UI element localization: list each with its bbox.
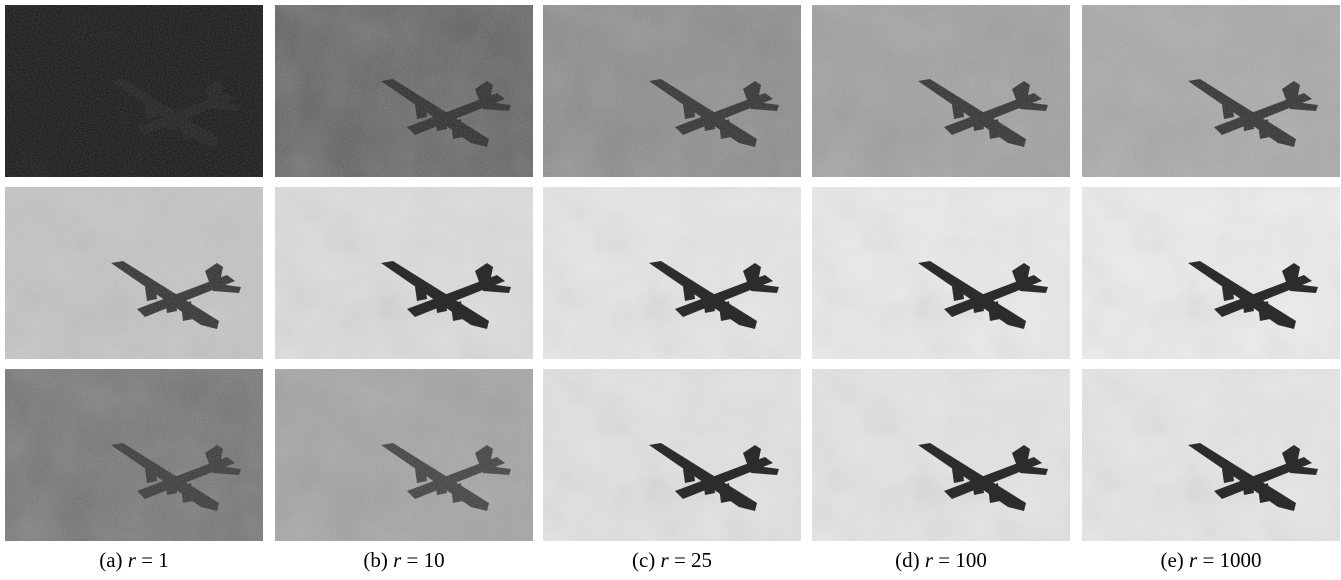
result-image [5, 5, 263, 177]
caption: (d) r = 100 [812, 548, 1070, 573]
caption: (e) r = 1000 [1082, 548, 1340, 573]
result-image [543, 187, 801, 359]
noise-texture [5, 187, 263, 359]
image-grid [0, 0, 1341, 545]
caption-relation: = [407, 548, 419, 572]
result-image [1082, 187, 1340, 359]
caption-value: 100 [955, 548, 987, 572]
result-image [5, 369, 263, 541]
noise-texture [5, 5, 263, 177]
noise-texture [275, 369, 533, 541]
caption-symbol: r [661, 548, 669, 572]
result-image [543, 5, 801, 177]
result-image [543, 369, 801, 541]
caption: (c) r = 25 [543, 548, 801, 573]
noise-texture [5, 369, 263, 541]
result-image [275, 187, 533, 359]
caption-label: (a) [99, 548, 122, 572]
caption-relation: = [938, 548, 950, 572]
noise-texture [1082, 5, 1340, 177]
result-image [1082, 5, 1340, 177]
caption-symbol: r [925, 548, 933, 572]
caption: (a) r = 1 [5, 548, 263, 573]
figure: (a) r = 1 (b) r = 10 (c) r = 25 (d) r = … [0, 0, 1341, 580]
caption-relation: = [674, 548, 686, 572]
caption-relation: = [141, 548, 153, 572]
caption-value: 25 [691, 548, 712, 572]
noise-texture [812, 5, 1070, 177]
caption-value: 1000 [1220, 548, 1262, 572]
result-image [812, 187, 1070, 359]
result-image [1082, 369, 1340, 541]
caption-symbol: r [393, 548, 401, 572]
result-image [275, 5, 533, 177]
result-image [275, 369, 533, 541]
caption-label: (e) [1160, 548, 1183, 572]
noise-texture [543, 5, 801, 177]
caption-label: (b) [363, 548, 388, 572]
caption-relation: = [1202, 548, 1214, 572]
noise-texture [275, 5, 533, 177]
caption-label: (c) [632, 548, 655, 572]
result-image [812, 369, 1070, 541]
result-image [5, 187, 263, 359]
caption-symbol: r [1189, 548, 1197, 572]
caption-value: 10 [424, 548, 445, 572]
caption-value: 1 [158, 548, 169, 572]
caption-label: (d) [895, 548, 920, 572]
caption: (b) r = 10 [275, 548, 533, 573]
caption-symbol: r [128, 548, 136, 572]
result-image [812, 5, 1070, 177]
